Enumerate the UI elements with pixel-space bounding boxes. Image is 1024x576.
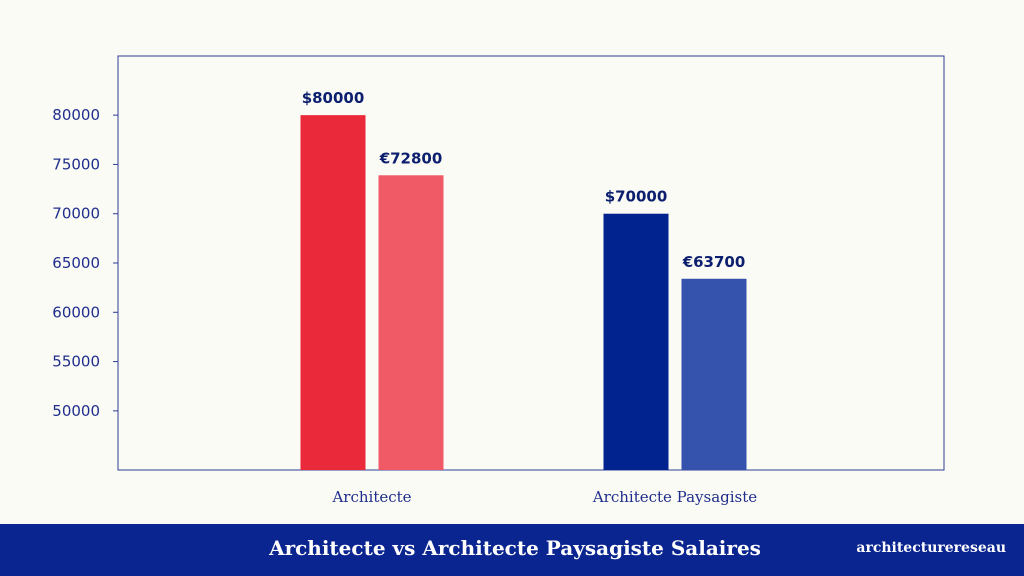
y-tick-label: 50000 — [52, 402, 100, 420]
bar — [378, 175, 444, 470]
y-tick-label: 65000 — [52, 254, 100, 272]
bar-value-label: €63700 — [682, 253, 746, 271]
bar — [681, 278, 747, 470]
footer-banner: Architecte vs Architecte Paysagiste Sala… — [0, 524, 1024, 576]
y-tick-label: 60000 — [52, 303, 100, 321]
bar-value-label: $80000 — [302, 89, 365, 107]
y-tick-label: 75000 — [52, 155, 100, 173]
y-tick-label: 80000 — [52, 106, 100, 124]
bar — [603, 213, 669, 470]
brand-logo: architecturereseau — [856, 540, 1006, 556]
y-tick-label: 70000 — [52, 205, 100, 223]
bar — [300, 115, 366, 471]
x-category-label: Architecte Paysagiste — [592, 488, 757, 506]
bar-value-label: $70000 — [605, 188, 668, 206]
plot-frame — [117, 55, 945, 471]
y-tick-label: 55000 — [52, 353, 100, 371]
bar-value-label: €72800 — [379, 149, 443, 167]
x-category-label: Architecte — [331, 488, 411, 506]
chart-title: Architecte vs Architecte Paysagiste Sala… — [269, 536, 761, 560]
bar-chart: 50000 55000 60000 65000 70000 75000 80000 $8000… — [52, 55, 945, 506]
